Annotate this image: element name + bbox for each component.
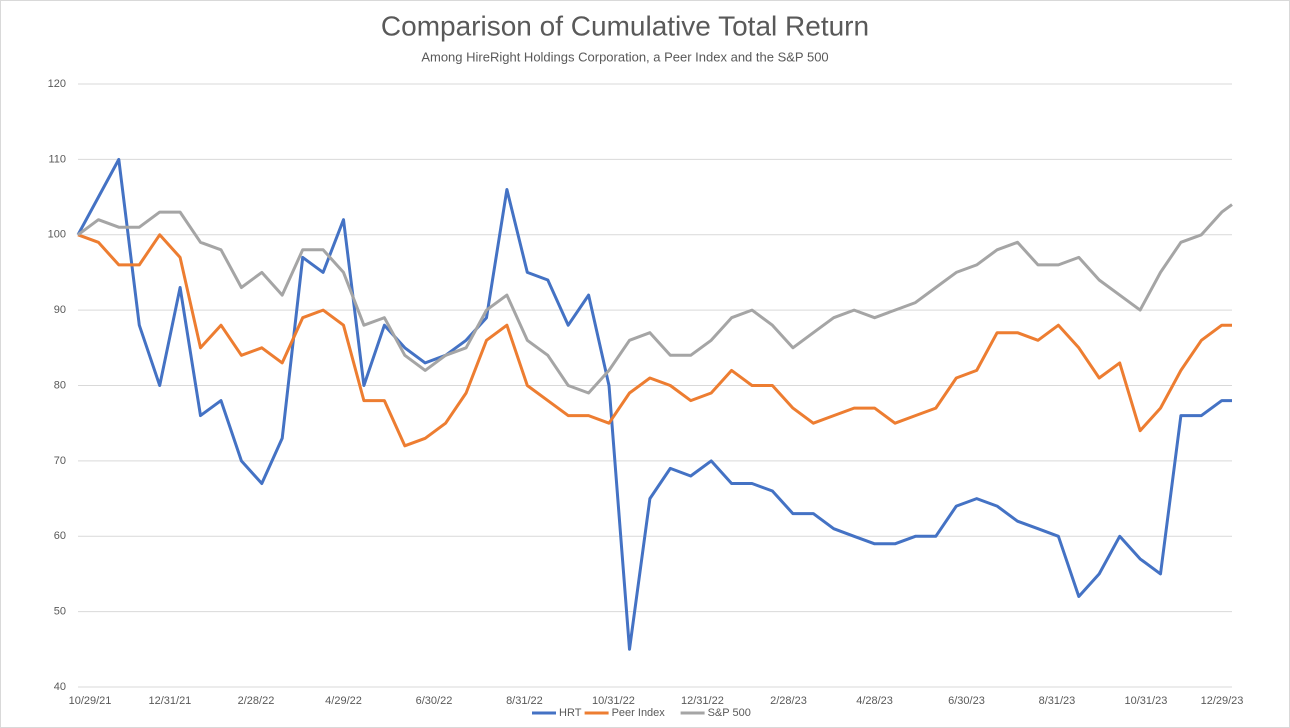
x-tick-label: 12/31/22 [681, 695, 724, 707]
x-tick-label: 10/29/21 [69, 695, 112, 707]
x-tick-label: 2/28/22 [238, 695, 275, 707]
y-tick-label: 120 [48, 78, 66, 90]
x-tick-label: 6/30/22 [416, 695, 453, 707]
y-tick-label: 40 [54, 681, 66, 693]
y-tick-label: 70 [54, 455, 66, 467]
x-tick-label: 12/31/21 [148, 695, 191, 707]
y-tick-label: 60 [54, 530, 66, 542]
legend-label: S&P 500 [708, 707, 751, 719]
x-tick-label: 8/31/22 [506, 695, 543, 707]
chart-subtitle: Among HireRight Holdings Corporation, a … [421, 49, 828, 64]
x-tick-label: 12/29/23 [1201, 695, 1244, 707]
series-line [77, 233, 1232, 448]
y-tick-label: 100 [48, 229, 66, 241]
y-tick-label: 50 [54, 606, 66, 618]
legend-label: Peer Index [612, 707, 666, 719]
x-tick-label: 10/31/22 [592, 695, 635, 707]
y-tick-label: 90 [54, 304, 66, 316]
y-tick-label: 110 [48, 153, 66, 165]
chart-title: Comparison of Cumulative Total Return [381, 10, 869, 41]
x-tick-label: 4/29/22 [325, 695, 362, 707]
x-tick-label: 4/28/23 [856, 695, 893, 707]
x-tick-label: 6/30/23 [948, 695, 985, 707]
y-tick-label: 80 [54, 379, 66, 391]
series-line [76, 157, 1232, 651]
legend-label: HRT [559, 707, 582, 719]
x-tick-label: 10/31/23 [1125, 695, 1168, 707]
x-tick-label: 8/31/23 [1039, 695, 1076, 707]
x-tick-label: 2/28/23 [770, 695, 807, 707]
series-line [77, 203, 1233, 395]
